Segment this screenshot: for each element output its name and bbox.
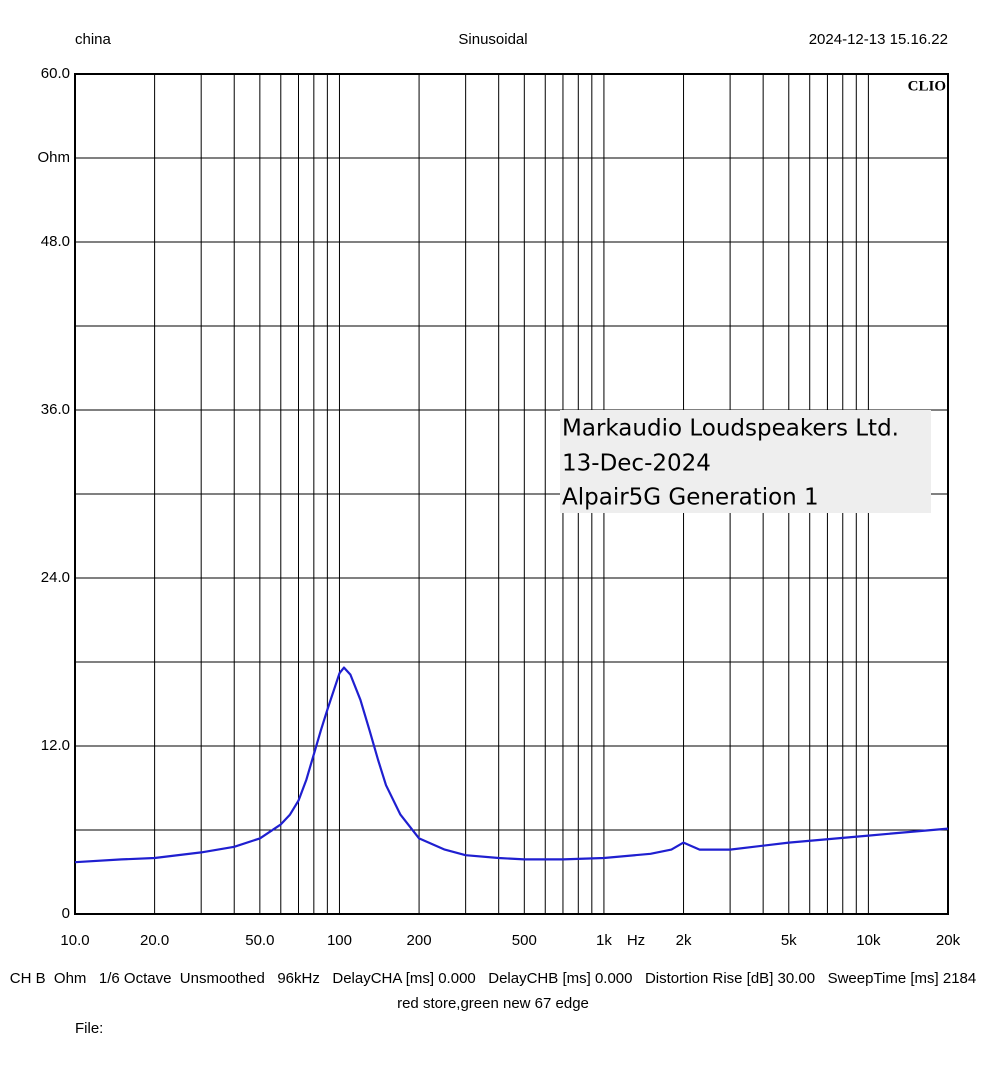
y-tick-label: Ohm (37, 149, 70, 166)
x-tick-label: 10k (856, 932, 881, 949)
x-axis-label: Hz (627, 932, 645, 949)
file-label: File: (75, 1020, 103, 1037)
header-left: china (75, 31, 112, 48)
x-tick-label: 50.0 (245, 932, 274, 949)
settings: CH B Ohm 1/6 Octave Unsmoothed 96kHz Del… (10, 970, 977, 987)
x-tick-label: 5k (781, 932, 797, 949)
plot-frame (74, 73, 949, 915)
header-center: Sinusoidal (458, 31, 527, 48)
y-tick-label: 48.0 (41, 233, 70, 250)
y-tick-label: 12.0 (41, 737, 70, 754)
y-tick-label: 24.0 (41, 569, 70, 586)
header-right: 2024-12-13 15.16.22 (809, 31, 948, 48)
subtitle: red store,green new 67 edge (397, 995, 589, 1012)
x-tick-label: 20.0 (140, 932, 169, 949)
y-tick-label: 0 (62, 905, 70, 922)
x-tick-label: 10.0 (60, 932, 89, 949)
brand: CLIO (908, 78, 946, 94)
annotation: Markaudio Loudspeakers Ltd. (562, 416, 899, 442)
annotation: Alpair5G Generation 1 (562, 485, 819, 511)
x-tick-label: 500 (512, 932, 537, 949)
annotation-box (560, 410, 931, 513)
x-tick-label: 200 (407, 932, 432, 949)
x-tick-label: 100 (327, 932, 352, 949)
y-tick-label: 60.0 (41, 65, 70, 82)
impedance-line (74, 666, 949, 864)
x-tick-label: 1k (596, 932, 612, 949)
y-tick-label: 36.0 (41, 401, 70, 418)
annotation: 13-Dec-2024 (562, 451, 711, 477)
x-tick-label: 20k (936, 932, 961, 949)
x-tick-label: 2k (676, 932, 692, 949)
